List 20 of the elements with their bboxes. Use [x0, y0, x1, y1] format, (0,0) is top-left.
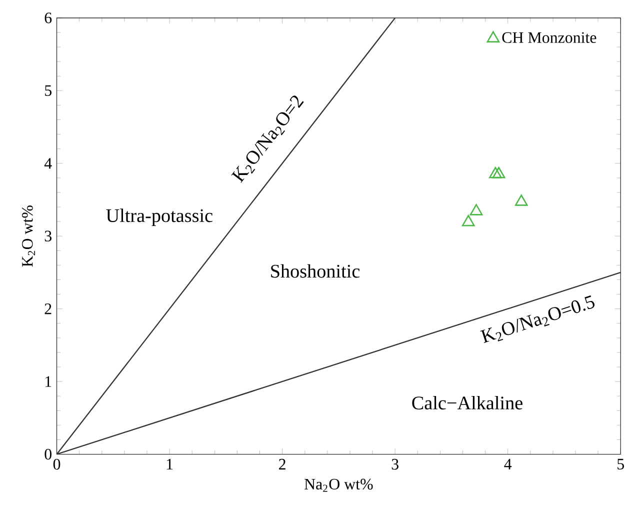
y-tick-label: 3: [44, 230, 52, 242]
y-tick-label: 1: [46, 376, 52, 387]
x-tick-label: 1: [166, 458, 173, 470]
y-tick-label: 4: [44, 158, 52, 169]
x-tick-label: 2: [279, 458, 286, 470]
annotation: Ultra-potassic: [106, 208, 212, 226]
x-tick-label: 4: [504, 458, 512, 470]
y-tick-label: 0: [44, 448, 52, 460]
x-tick-label: 0: [53, 458, 60, 470]
annotation: Calc−Alkaline: [412, 396, 522, 410]
y-axis-title: K$_{2}$O wt%: [22, 206, 36, 267]
y-tick-label: 6: [44, 12, 52, 24]
annotation: K$_{2}$O/Na$_{2}$O=0.5: [480, 295, 594, 343]
x-axis-title: Na$_{2}$O wt%: [304, 478, 373, 492]
legend-label: CH Monzonite: [502, 32, 596, 43]
y-tick-label: 5: [45, 85, 52, 96]
annotation: Shoshonitic: [271, 264, 360, 278]
y-tick-label: 2: [44, 304, 52, 314]
x-tick-label: 3: [392, 458, 398, 470]
x-tick-label: 5: [618, 458, 624, 470]
